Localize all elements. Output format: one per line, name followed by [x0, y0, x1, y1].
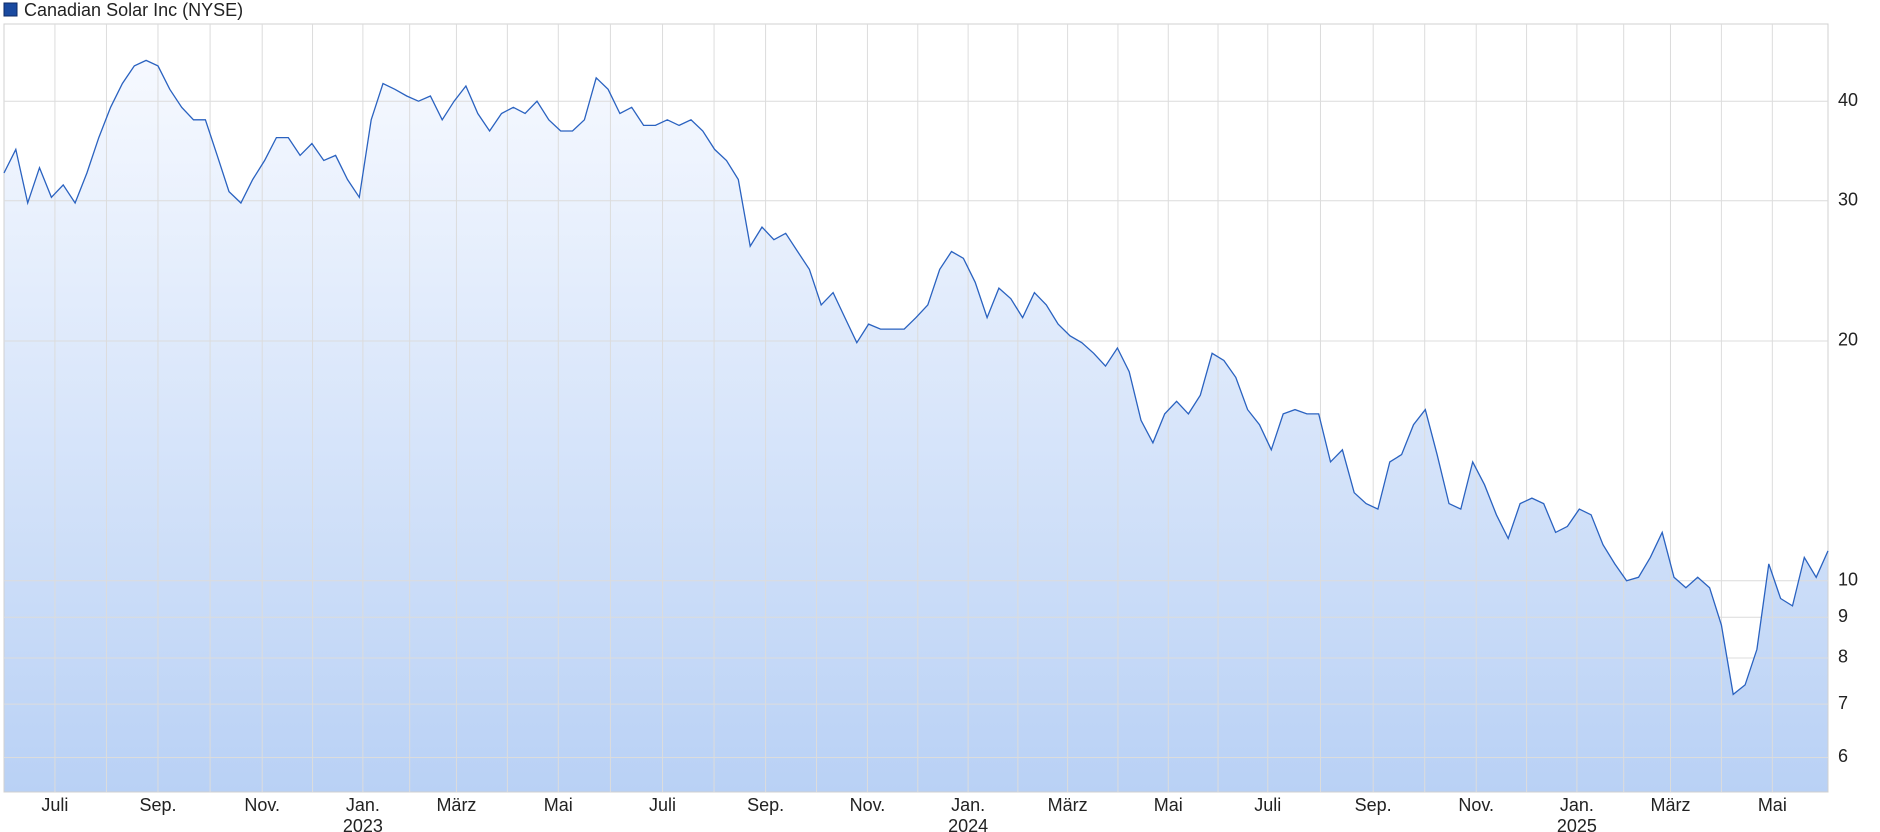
y-tick-label: 9 [1838, 606, 1848, 626]
x-tick-label: Nov. [244, 795, 280, 815]
x-tick-label: Sep. [1355, 795, 1392, 815]
x-tick-label: März [1048, 795, 1088, 815]
x-tick-label: Nov. [1458, 795, 1494, 815]
y-tick-label: 8 [1838, 647, 1848, 667]
x-tick-label: Sep. [747, 795, 784, 815]
y-tick-label: 7 [1838, 693, 1848, 713]
x-year-label: 2024 [948, 816, 988, 832]
x-tick-label: Mai [544, 795, 573, 815]
x-year-label: 2023 [343, 816, 383, 832]
y-tick-label: 10 [1838, 570, 1858, 590]
x-tick-label: Nov. [850, 795, 886, 815]
x-tick-label: März [1650, 795, 1690, 815]
y-tick-label: 20 [1838, 330, 1858, 350]
legend-label: Canadian Solar Inc (NYSE) [24, 0, 243, 20]
x-year-label: 2025 [1557, 816, 1597, 832]
x-tick-label: März [436, 795, 476, 815]
x-tick-label: Sep. [139, 795, 176, 815]
price-line [3, 59, 1829, 696]
price-area [4, 60, 1828, 792]
y-tick-label: 40 [1838, 90, 1858, 110]
x-tick-label: Mai [1154, 795, 1183, 815]
y-tick-label: 6 [1838, 746, 1848, 766]
x-tick-label: Jan. [346, 795, 380, 815]
x-tick-label: Jan. [1560, 795, 1594, 815]
x-tick-label: Juli [649, 795, 676, 815]
x-tick-label: Mai [1758, 795, 1787, 815]
x-tick-label: Juli [41, 795, 68, 815]
y-tick-label: 30 [1838, 189, 1858, 209]
plot-frame [3, 23, 1829, 793]
legend-swatch [3, 2, 18, 17]
x-tick-label: Juli [1254, 795, 1281, 815]
x-tick-label: Jan. [951, 795, 985, 815]
